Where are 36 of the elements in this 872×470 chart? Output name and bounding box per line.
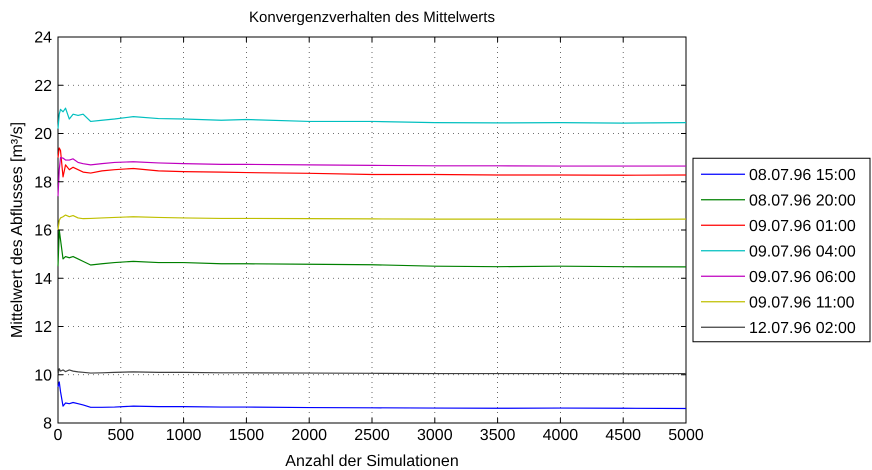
chart-title: Konvergenzverhalten des Mittelwerts xyxy=(249,9,495,26)
x-tick-label: 1500 xyxy=(228,427,264,444)
line-series xyxy=(57,108,687,130)
y-axis-title: Mittelwert des Abflusses [m³/s] xyxy=(9,122,26,338)
x-tick-label: 2000 xyxy=(291,427,328,444)
line-series xyxy=(57,157,687,197)
y-tick-label: 8 xyxy=(43,416,52,433)
legend-label: 09.07.96 04:00 xyxy=(749,243,856,260)
y-tick-label: 24 xyxy=(34,30,52,47)
legend-label: 08.07.96 15:00 xyxy=(749,166,856,184)
x-tick-label: 3500 xyxy=(480,427,516,444)
y-tick-label: 20 xyxy=(34,126,52,144)
y-tick-label: 12 xyxy=(34,319,52,336)
x-tick-label: 0 xyxy=(54,427,63,444)
legend-label: 12.07.96 02:00 xyxy=(749,320,856,337)
legend-label: 09.07.96 06:00 xyxy=(749,268,856,286)
legend-label: 08.07.96 20:00 xyxy=(749,192,856,210)
x-tick-label: 1000 xyxy=(166,427,202,444)
y-tick-label: 16 xyxy=(34,222,52,240)
y-tick-label: 22 xyxy=(34,78,52,95)
x-tick-label: 3000 xyxy=(417,427,453,444)
line-series xyxy=(57,381,687,410)
x-axis-title: Anzahl der Simulationen xyxy=(285,453,459,470)
x-tick-label: 2500 xyxy=(354,427,390,444)
line-series xyxy=(57,214,687,231)
y-tick-label: 14 xyxy=(34,270,52,288)
line-series xyxy=(57,229,687,268)
y-tick-label: 10 xyxy=(34,367,52,384)
x-tick-label: 500 xyxy=(107,427,134,444)
legend-label: 09.07.96 01:00 xyxy=(749,218,856,235)
y-tick-label: 18 xyxy=(34,174,52,192)
x-tick-label: 4500 xyxy=(605,427,642,444)
x-tick-label: 4000 xyxy=(542,427,578,444)
x-tick-label: 5000 xyxy=(668,427,704,444)
legend-label: 09.07.96 11:00 xyxy=(749,294,855,312)
line-series xyxy=(57,147,687,178)
